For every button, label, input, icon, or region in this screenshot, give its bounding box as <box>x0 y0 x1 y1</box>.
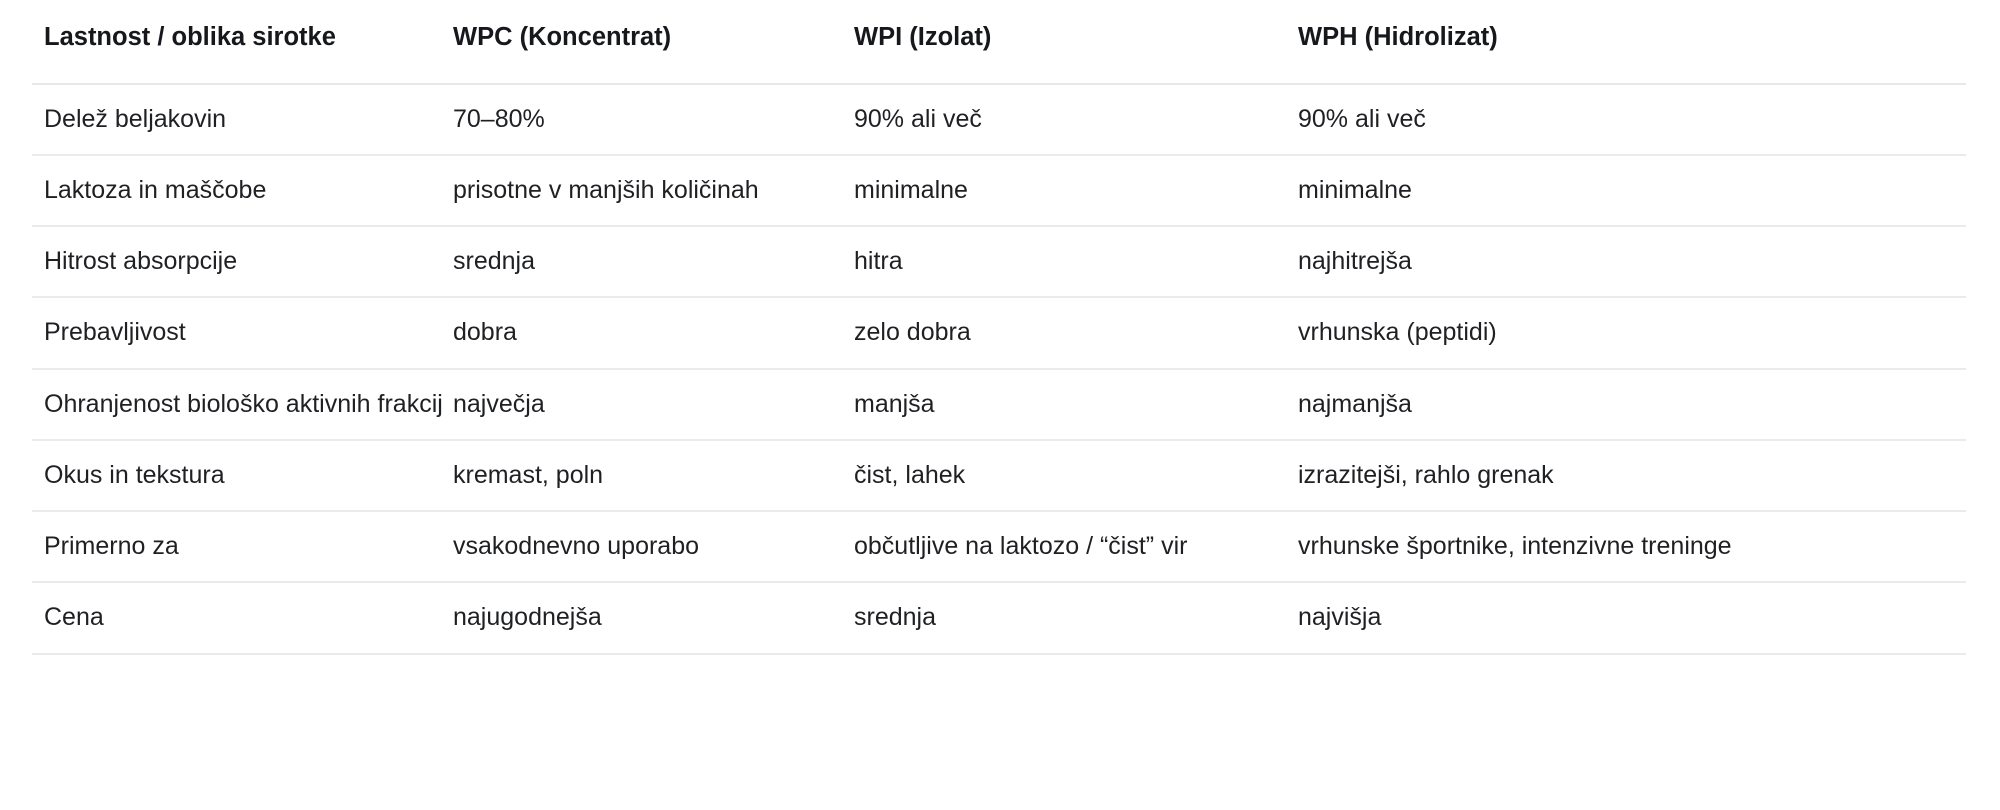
whey-comparison-table: Lastnost / oblika sirotke WPC (Koncentra… <box>32 22 1966 655</box>
column-header-property: Lastnost / oblika sirotke <box>32 22 441 85</box>
cell-wpc: 70–80% <box>441 83 842 156</box>
cell-wpi: 90% ali več <box>842 83 1286 156</box>
row-label: Cena <box>32 582 441 655</box>
cell-wph: 90% ali več <box>1286 83 1966 156</box>
cell-wph: najhitrejša <box>1286 226 1966 299</box>
table-body: Delež beljakovin 70–80% 90% ali več 90% … <box>32 83 1966 655</box>
column-header-wpc: WPC (Koncentrat) <box>441 22 842 85</box>
table-row: Okus in tekstura kremast, poln čist, lah… <box>32 439 1966 513</box>
table-header-row: Lastnost / oblika sirotke WPC (Koncentra… <box>32 22 1966 85</box>
cell-wpi: srednja <box>842 582 1286 655</box>
column-header-wpi: WPI (Izolat) <box>842 22 1286 85</box>
cell-wpi: občutljive na laktozo / “čist” vir <box>842 511 1286 584</box>
row-label: Delež beljakovin <box>32 83 441 156</box>
cell-wph: najmanjša <box>1286 368 1966 441</box>
table-row: Delež beljakovin 70–80% 90% ali več 90% … <box>32 83 1966 156</box>
table-row: Primerno za vsakodnevno uporabo občutlji… <box>32 511 1966 584</box>
table-row: Hitrost absorpcije srednja hitra najhitr… <box>32 226 1966 299</box>
cell-wpc: največja <box>441 368 842 441</box>
cell-wpc: vsakodnevno uporabo <box>441 511 842 584</box>
table-row: Ohranjenost biološko aktivnih frakcij na… <box>32 368 1966 441</box>
table-row: Laktoza in maščobe prisotne v manjših ko… <box>32 154 1966 228</box>
row-label: Prebavljivost <box>32 297 441 370</box>
table-header: Lastnost / oblika sirotke WPC (Koncentra… <box>32 22 1966 85</box>
cell-wph: najvišja <box>1286 582 1966 655</box>
cell-wpi: čist, lahek <box>842 439 1286 513</box>
row-label: Laktoza in maščobe <box>32 154 441 228</box>
row-label: Okus in tekstura <box>32 439 441 513</box>
cell-wph: vrhunske športnike, intenzivne treninge <box>1286 511 1966 584</box>
cell-wpc: prisotne v manjših količinah <box>441 154 842 228</box>
row-label: Ohranjenost biološko aktivnih frakcij <box>32 368 443 441</box>
table-row: Cena najugodnejša srednja najvišja <box>32 582 1966 655</box>
cell-wpc: srednja <box>441 226 842 299</box>
column-header-wph: WPH (Hidrolizat) <box>1286 22 1966 85</box>
cell-wph: vrhunska (peptidi) <box>1286 297 1966 370</box>
cell-wpi: zelo dobra <box>842 297 1286 370</box>
cell-wph: minimalne <box>1286 154 1966 228</box>
cell-wpc: kremast, poln <box>441 439 842 513</box>
row-label: Primerno za <box>32 511 441 584</box>
table-row: Prebavljivost dobra zelo dobra vrhunska … <box>32 297 1966 370</box>
cell-wpc: dobra <box>441 297 842 370</box>
cell-wpc: najugodnejša <box>441 582 842 655</box>
cell-wpi: manjša <box>842 368 1286 441</box>
cell-wph: izrazitejši, rahlo grenak <box>1286 439 1966 513</box>
cell-wpi: minimalne <box>842 154 1286 228</box>
cell-wpi: hitra <box>842 226 1286 299</box>
row-label: Hitrost absorpcije <box>32 226 441 299</box>
